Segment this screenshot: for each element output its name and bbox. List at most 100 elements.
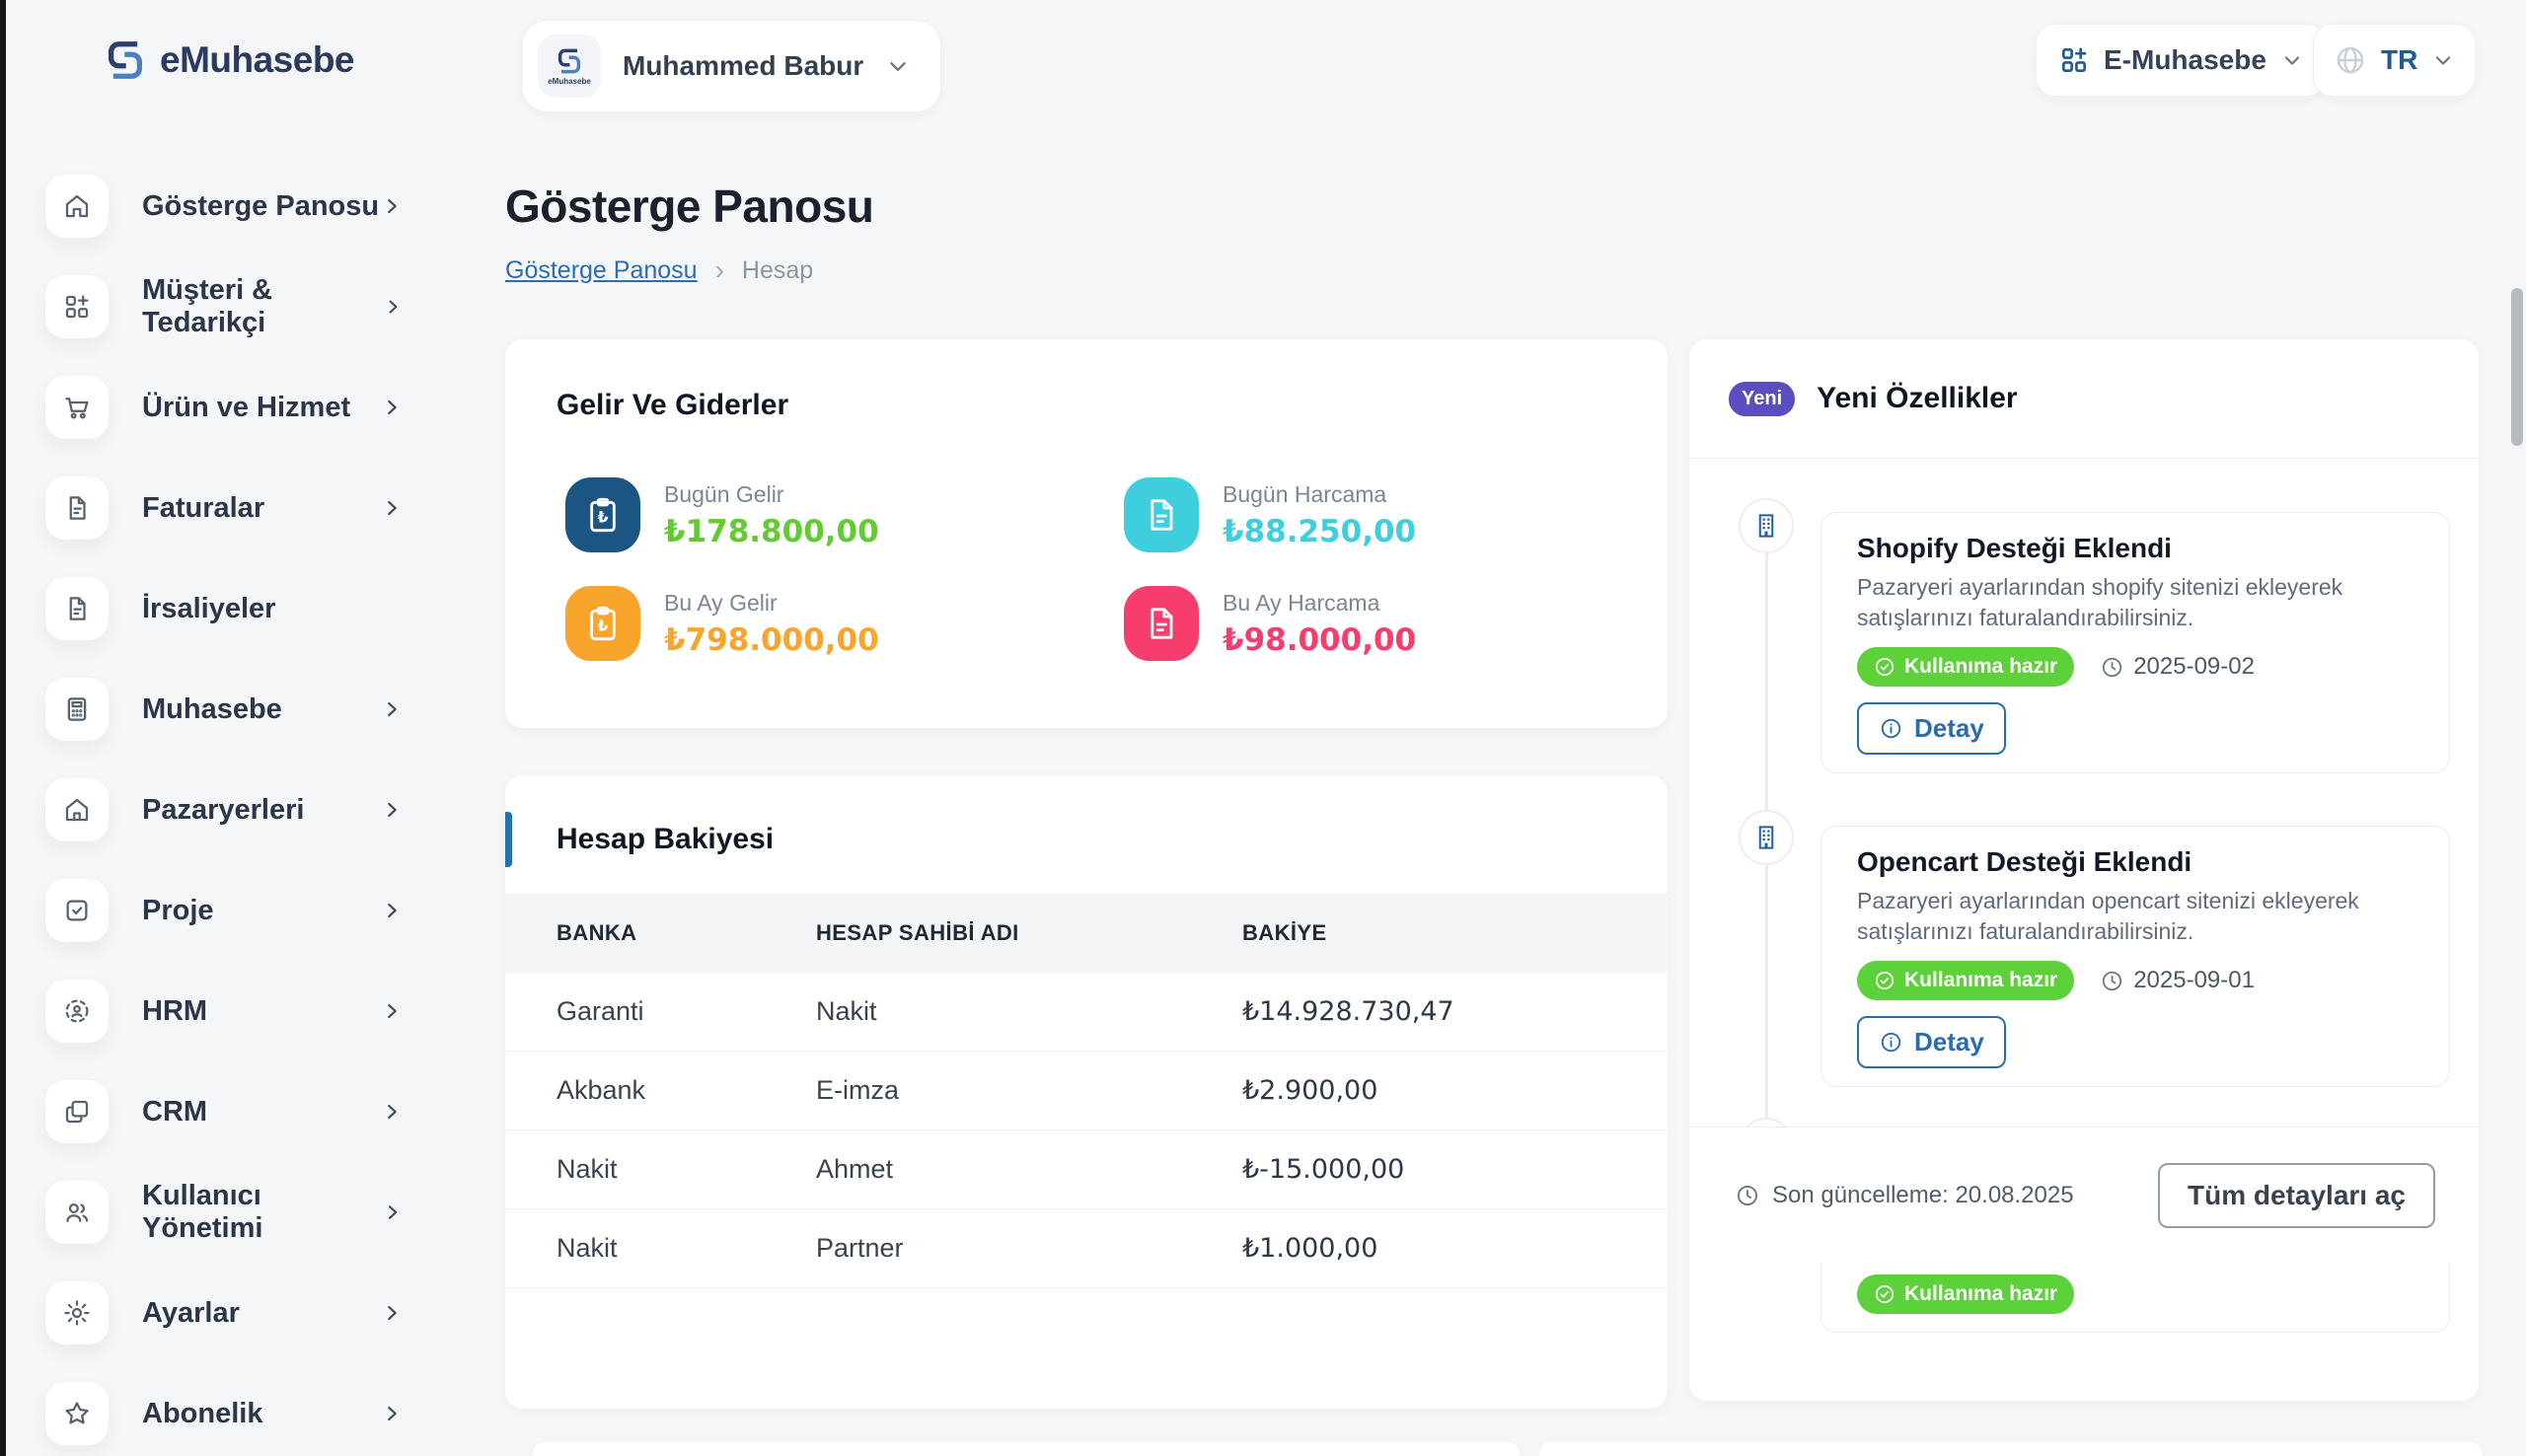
feature-card-shopify: Shopify Desteği Eklendi Pazaryeri ayarla… (1820, 512, 2450, 773)
status-badge-label: Kullanıma hazır (1904, 655, 2058, 678)
sidebar-item-kullanici-yonetimi[interactable]: Kullanıcı Yönetimi (6, 1180, 474, 1244)
sidebar-item-urun-ve-hizmet[interactable]: Ürün ve Hizmet (6, 376, 474, 439)
sidebar-item-muhasebe[interactable]: Muhasebe (6, 678, 474, 741)
table-row[interactable]: Akbank E-imza ₺2.900,00 (505, 1052, 1668, 1130)
brand-name: eMuhasebe (160, 39, 355, 80)
windows-copy-icon (45, 1080, 109, 1143)
sidebar-item-label: HRM (142, 994, 208, 1027)
receipt-icon (1124, 586, 1199, 661)
sidebar-item-crm[interactable]: CRM (6, 1080, 474, 1143)
breadcrumb-home-link[interactable]: Gösterge Panosu (505, 255, 698, 284)
stat-bu-ay-harcama: Bu Ay Harcama ₺98.000,00 (1124, 586, 1616, 661)
breadcrumb: Gösterge Panosu › Hesap (505, 255, 873, 286)
gear-icon (45, 1281, 109, 1345)
sidebar-item-irsaliyeler[interactable]: İrsaliyeler (6, 577, 474, 640)
sidebar-item-gosterge-panosu[interactable]: Gösterge Panosu (6, 175, 474, 238)
detail-button-label: Detay (1914, 713, 1984, 743)
user-menu[interactable]: eMuhasebe Muhammed Babur (522, 20, 942, 112)
brand-logo-icon (103, 37, 148, 83)
next-card-sliver (1539, 1442, 2482, 1456)
chevron-right-icon (388, 1205, 397, 1219)
store-icon (45, 778, 109, 841)
page-header: Gösterge Panosu Gösterge Panosu › Hesap (505, 180, 874, 286)
cell-bakiye: ₺2.900,00 (1242, 1075, 1378, 1106)
cell-banka: Akbank (557, 1075, 646, 1105)
stat-label: Bugün Gelir (664, 480, 784, 507)
detail-button[interactable]: Detay (1857, 702, 2006, 755)
sidebar-item-label: Muhasebe (142, 692, 282, 725)
chevron-right-icon (388, 1104, 397, 1120)
building-icon (1739, 810, 1794, 865)
chevron-right-icon (388, 500, 397, 516)
table-row[interactable]: Nakit Ahmet ₺-15.000,00 (505, 1130, 1668, 1209)
column-header-bakiye: BAKİYE (1242, 920, 1327, 945)
new-features-panel: Yeni Yeni Özellikler Shopify Desteği Ekl… (1689, 339, 2479, 1401)
sidebar-item-faturalar[interactable]: Faturalar (6, 476, 474, 540)
check-circle-icon (1875, 657, 1894, 677)
clipboard-currency-icon: ₺ (565, 477, 640, 552)
chevron-down-icon (890, 62, 906, 71)
check-square-icon (45, 879, 109, 942)
sidebar-item-label: İrsaliyeler (142, 592, 276, 624)
new-features-footer: Son güncelleme: 20.08.2025 Tüm detayları… (1689, 1127, 2479, 1264)
stat-bugun-gelir: ₺ Bugün Gelir ₺178.800,00 (565, 477, 1124, 552)
table-row[interactable]: Garanti Nakit ₺14.928.730,47 (505, 973, 1668, 1052)
status-badge: Kullanıma hazır (1857, 1274, 2075, 1314)
account-balance-table: BANKA HESAP SAHİBİ ADI BAKİYE Garanti Na… (505, 894, 1668, 1288)
clock-icon (2103, 657, 2122, 677)
svg-text:₺: ₺ (597, 617, 608, 635)
table-row[interactable]: Nakit Partner ₺1.000,00 (505, 1209, 1668, 1288)
last-update: Son güncelleme: 20.08.2025 (1735, 1182, 2074, 1209)
cell-banka: Garanti (557, 996, 644, 1026)
cell-banka: Nakit (557, 1154, 618, 1184)
new-badge: Yeni (1729, 381, 1796, 416)
sidebar-item-label: Müşteri & Tedarikçi (142, 274, 273, 338)
open-all-details-button[interactable]: Tüm detayları aç (2158, 1163, 2435, 1228)
feature-status-row: Kullanıma hazır (1857, 1274, 2414, 1314)
stats-grid: ₺ Bugün Gelir ₺178.800,00 Bugün Harcama … (565, 477, 1616, 661)
home-icon (45, 175, 109, 238)
stat-value: ₺178.800,00 (664, 513, 879, 549)
column-header-banka: BANKA (557, 920, 637, 945)
check-circle-icon (1875, 1284, 1894, 1304)
new-features-title: Yeni Özellikler (1817, 382, 2018, 414)
feature-date: 2025-09-02 (2100, 653, 2255, 681)
detail-button[interactable]: Detay (1857, 1016, 2006, 1068)
cart-icon (45, 376, 109, 439)
stat-value: ₺798.000,00 (664, 621, 879, 658)
file-text-icon (45, 577, 109, 640)
table-header-row: BANKA HESAP SAHİBİ ADI BAKİYE (505, 894, 1668, 973)
sidebar-item-ayarlar[interactable]: Ayarlar (6, 1281, 474, 1345)
target-user-icon (45, 980, 109, 1043)
app-switcher[interactable]: E-Muhasebe (2036, 24, 2327, 97)
new-features-scroll-area[interactable]: Shopify Desteği Eklendi Pazaryeri ayarla… (1689, 459, 2479, 1333)
stat-label: Bu Ay Gelir (664, 589, 778, 616)
apps-grid-plus-icon (2058, 44, 2090, 76)
chevron-right-icon (388, 1305, 397, 1321)
sidebar-item-musteri-tedarikci[interactable]: Müşteri & Tedarikçi (6, 274, 474, 338)
sidebar-item-pazaryerleri[interactable]: Pazaryerleri (6, 778, 474, 841)
clock-icon (1737, 1185, 1758, 1206)
feature-title: Opencart Desteği Eklendi (1857, 846, 2192, 877)
sidebar: Gösterge Panosu Müşteri & Tedarikçi Ürün… (6, 123, 474, 1456)
chevron-right-icon (388, 1003, 397, 1019)
star-icon (45, 1382, 109, 1445)
language-selector[interactable]: TR (2313, 24, 2477, 97)
income-expense-card: Gelir Ve Giderler ₺ Bugün Gelir ₺178.800… (505, 339, 1668, 728)
sidebar-item-label: CRM (142, 1095, 208, 1128)
cell-banka: Nakit (557, 1233, 618, 1263)
feature-date: 2025-09-01 (2100, 967, 2255, 994)
sidebar-item-label: Abonelik (142, 1397, 263, 1429)
page-scrollbar-thumb[interactable] (2511, 288, 2523, 446)
sidebar-item-proje[interactable]: Proje (6, 879, 474, 942)
chevron-right-icon (388, 701, 397, 717)
sidebar-item-label: Faturalar (142, 491, 265, 524)
chevron-right-icon (388, 198, 397, 214)
breadcrumb-separator: › (714, 255, 724, 285)
sidebar-item-abonelik[interactable]: Abonelik (6, 1382, 474, 1445)
stat-value: ₺98.000,00 (1223, 621, 1417, 658)
timeline-line (1765, 514, 1768, 1264)
sidebar-item-hrm[interactable]: HRM (6, 980, 474, 1043)
chevron-right-icon (389, 300, 398, 314)
clipboard-currency-icon: ₺ (565, 586, 640, 661)
